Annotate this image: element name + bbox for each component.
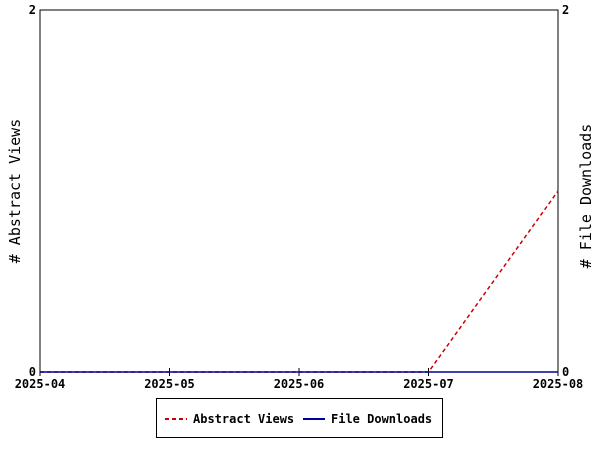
- y2-axis: 02: [562, 3, 569, 379]
- y2-axis-label: # File Downloads: [577, 124, 595, 269]
- legend-label-file-downloads: File Downloads: [331, 412, 433, 426]
- x-tick-label: 2025-08: [533, 377, 584, 391]
- y-tick-label: 0: [29, 365, 36, 379]
- series-layer: [40, 190, 559, 373]
- x-tick-label: 2025-07: [403, 377, 454, 391]
- legend-item-file-downloads: File Downloads: [303, 411, 432, 427]
- x-axis: 2025-04 2025-05 2025-06 2025-07 2025-08: [15, 368, 584, 391]
- legend-item-abstract-views: Abstract Views: [165, 411, 294, 427]
- y2-tick-label: 2: [562, 3, 569, 17]
- x-tick-label: 2025-06: [274, 377, 325, 391]
- plot-area: [39, 9, 559, 373]
- x-tick-label: 2025-05: [144, 377, 195, 391]
- y-axis-label: # Abstract Views: [6, 119, 24, 264]
- legend-swatch-abstract-views: [165, 418, 187, 420]
- y-tick-label: 2: [29, 3, 36, 17]
- legend: Abstract Views File Downloads: [156, 398, 443, 438]
- legend-swatch-file-downloads: [303, 418, 325, 420]
- x-tick-label: 2025-04: [15, 377, 66, 391]
- legend-label-abstract-views: Abstract Views: [193, 412, 295, 426]
- y2-tick-label: 0: [562, 365, 569, 379]
- y-axis: 02: [29, 3, 36, 379]
